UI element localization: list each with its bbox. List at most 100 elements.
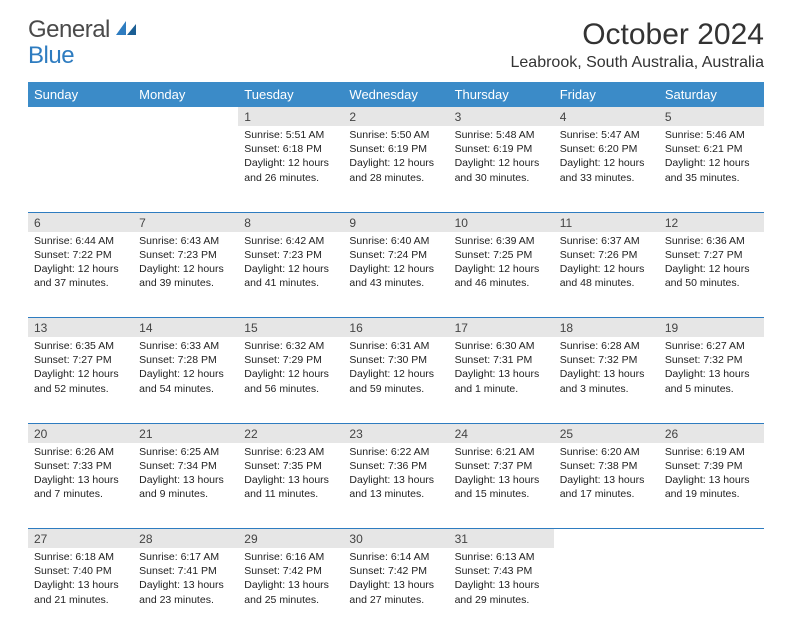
day-number: 13: [28, 318, 133, 337]
daynum-cell: 12: [659, 212, 764, 232]
day-number: 28: [133, 529, 238, 548]
sunset-line: Sunset: 7:23 PM: [139, 248, 232, 262]
day-number: 4: [554, 107, 659, 126]
sunrise-line: Sunrise: 5:46 AM: [665, 128, 758, 142]
day-cell: [133, 126, 238, 212]
daynum-cell: 10: [449, 212, 554, 232]
sunset-line: Sunset: 6:19 PM: [349, 142, 442, 156]
sunset-line: Sunset: 7:28 PM: [139, 353, 232, 367]
daylight-line: Daylight: 13 hours and 29 minutes.: [455, 578, 548, 606]
sunset-line: Sunset: 7:33 PM: [34, 459, 127, 473]
daylight-line: Daylight: 12 hours and 26 minutes.: [244, 156, 337, 184]
day-number: 31: [449, 529, 554, 548]
day-number: 30: [343, 529, 448, 548]
day-number: 11: [554, 213, 659, 232]
month-title: October 2024: [511, 18, 765, 52]
sunset-line: Sunset: 6:19 PM: [455, 142, 548, 156]
daynum-cell: 23: [343, 423, 448, 443]
day-cell: Sunrise: 6:14 AMSunset: 7:42 PMDaylight:…: [343, 548, 448, 634]
day-details: Sunrise: 5:47 AMSunset: 6:20 PMDaylight:…: [554, 126, 659, 189]
sunrise-line: Sunrise: 6:16 AM: [244, 550, 337, 564]
sunrise-line: Sunrise: 6:37 AM: [560, 234, 653, 248]
day-details: Sunrise: 6:30 AMSunset: 7:31 PMDaylight:…: [449, 337, 554, 400]
daynum-row: 12345: [28, 107, 764, 126]
weekday-header: Wednesday: [343, 82, 448, 107]
daynum-cell: 24: [449, 423, 554, 443]
daylight-line: Daylight: 12 hours and 28 minutes.: [349, 156, 442, 184]
daynum-cell: 20: [28, 423, 133, 443]
sunset-line: Sunset: 7:41 PM: [139, 564, 232, 578]
day-cell: Sunrise: 6:19 AMSunset: 7:39 PMDaylight:…: [659, 443, 764, 529]
daynum-row: 13141516171819: [28, 318, 764, 338]
daylight-line: Daylight: 13 hours and 17 minutes.: [560, 473, 653, 501]
daynum-cell: 3: [449, 107, 554, 126]
day-cell: Sunrise: 5:51 AMSunset: 6:18 PMDaylight:…: [238, 126, 343, 212]
week-content-row: Sunrise: 6:18 AMSunset: 7:40 PMDaylight:…: [28, 548, 764, 634]
day-cell: Sunrise: 6:18 AMSunset: 7:40 PMDaylight:…: [28, 548, 133, 634]
sunrise-line: Sunrise: 6:22 AM: [349, 445, 442, 459]
sunset-line: Sunset: 7:42 PM: [349, 564, 442, 578]
day-details: Sunrise: 6:28 AMSunset: 7:32 PMDaylight:…: [554, 337, 659, 400]
day-number: 21: [133, 424, 238, 443]
day-number: 15: [238, 318, 343, 337]
sunrise-line: Sunrise: 6:30 AM: [455, 339, 548, 353]
weekday-header: Friday: [554, 82, 659, 107]
sunrise-line: Sunrise: 6:23 AM: [244, 445, 337, 459]
sunrise-line: Sunrise: 6:43 AM: [139, 234, 232, 248]
logo-text-general: General: [28, 16, 110, 43]
daynum-cell: 14: [133, 318, 238, 338]
daylight-line: Daylight: 12 hours and 30 minutes.: [455, 156, 548, 184]
daynum-row: 20212223242526: [28, 423, 764, 443]
sunset-line: Sunset: 7:27 PM: [34, 353, 127, 367]
day-details: Sunrise: 6:20 AMSunset: 7:38 PMDaylight:…: [554, 443, 659, 506]
day-details: Sunrise: 6:14 AMSunset: 7:42 PMDaylight:…: [343, 548, 448, 611]
day-number: 12: [659, 213, 764, 232]
daynum-cell: [133, 107, 238, 126]
day-details: Sunrise: 5:50 AMSunset: 6:19 PMDaylight:…: [343, 126, 448, 189]
day-number: 25: [554, 424, 659, 443]
sunset-line: Sunset: 7:31 PM: [455, 353, 548, 367]
daylight-line: Daylight: 13 hours and 5 minutes.: [665, 367, 758, 395]
day-details: Sunrise: 6:43 AMSunset: 7:23 PMDaylight:…: [133, 232, 238, 295]
day-number: 3: [449, 107, 554, 126]
sunrise-line: Sunrise: 6:28 AM: [560, 339, 653, 353]
day-cell: Sunrise: 5:47 AMSunset: 6:20 PMDaylight:…: [554, 126, 659, 212]
sunset-line: Sunset: 7:34 PM: [139, 459, 232, 473]
day-cell: Sunrise: 6:36 AMSunset: 7:27 PMDaylight:…: [659, 232, 764, 318]
daylight-line: Daylight: 12 hours and 54 minutes.: [139, 367, 232, 395]
sunrise-line: Sunrise: 6:20 AM: [560, 445, 653, 459]
day-cell: Sunrise: 6:31 AMSunset: 7:30 PMDaylight:…: [343, 337, 448, 423]
day-number: 24: [449, 424, 554, 443]
day-cell: Sunrise: 6:23 AMSunset: 7:35 PMDaylight:…: [238, 443, 343, 529]
day-cell: Sunrise: 5:48 AMSunset: 6:19 PMDaylight:…: [449, 126, 554, 212]
daylight-line: Daylight: 13 hours and 7 minutes.: [34, 473, 127, 501]
daynum-cell: 13: [28, 318, 133, 338]
daynum-cell: 18: [554, 318, 659, 338]
day-number: 2: [343, 107, 448, 126]
daylight-line: Daylight: 12 hours and 37 minutes.: [34, 262, 127, 290]
day-details: Sunrise: 6:33 AMSunset: 7:28 PMDaylight:…: [133, 337, 238, 400]
calendar-page: General Blue October 2024 Leabrook, Sout…: [0, 0, 792, 634]
day-details: Sunrise: 6:35 AMSunset: 7:27 PMDaylight:…: [28, 337, 133, 400]
daylight-line: Daylight: 13 hours and 27 minutes.: [349, 578, 442, 606]
day-cell: Sunrise: 6:27 AMSunset: 7:32 PMDaylight:…: [659, 337, 764, 423]
day-details: Sunrise: 6:36 AMSunset: 7:27 PMDaylight:…: [659, 232, 764, 295]
day-details: Sunrise: 6:40 AMSunset: 7:24 PMDaylight:…: [343, 232, 448, 295]
weekday-header-row: Sunday Monday Tuesday Wednesday Thursday…: [28, 82, 764, 107]
day-cell: [28, 126, 133, 212]
daynum-cell: 27: [28, 529, 133, 549]
day-details: Sunrise: 5:48 AMSunset: 6:19 PMDaylight:…: [449, 126, 554, 189]
sunrise-line: Sunrise: 6:18 AM: [34, 550, 127, 564]
sunset-line: Sunset: 6:20 PM: [560, 142, 653, 156]
day-number: 8: [238, 213, 343, 232]
daylight-line: Daylight: 13 hours and 15 minutes.: [455, 473, 548, 501]
day-details: Sunrise: 6:23 AMSunset: 7:35 PMDaylight:…: [238, 443, 343, 506]
daynum-cell: 29: [238, 529, 343, 549]
sunset-line: Sunset: 7:26 PM: [560, 248, 653, 262]
daylight-line: Daylight: 12 hours and 39 minutes.: [139, 262, 232, 290]
sunset-line: Sunset: 7:24 PM: [349, 248, 442, 262]
day-cell: Sunrise: 6:13 AMSunset: 7:43 PMDaylight:…: [449, 548, 554, 634]
sunrise-line: Sunrise: 6:35 AM: [34, 339, 127, 353]
sunset-line: Sunset: 7:36 PM: [349, 459, 442, 473]
daylight-line: Daylight: 13 hours and 3 minutes.: [560, 367, 653, 395]
